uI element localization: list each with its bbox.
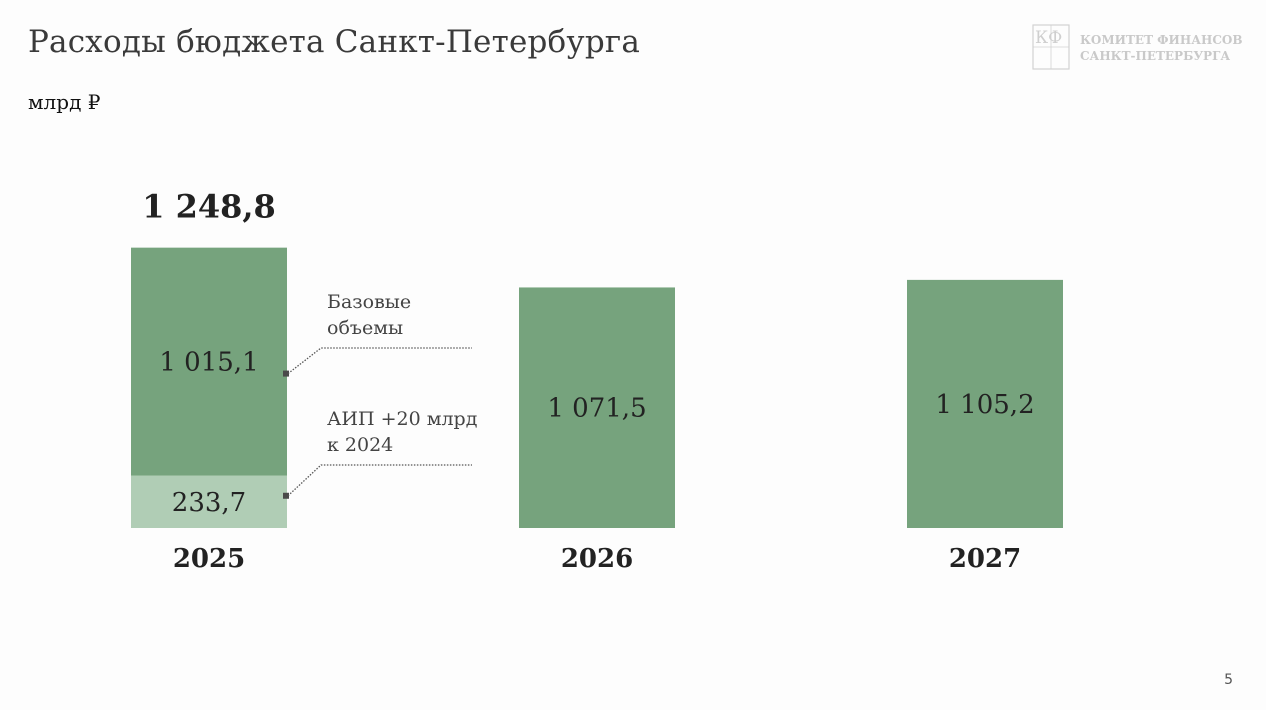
bar-base-2027 (907, 279, 1063, 528)
annotation-leader-1 (287, 464, 472, 497)
page-number: 5 (1224, 672, 1233, 688)
label-aip-2025: 233,7 (172, 488, 246, 518)
label-base-2026: 1 071,5 (547, 394, 646, 424)
annotation-text-0-1: объемы (327, 317, 403, 339)
x-tick-2027: 2027 (949, 544, 1021, 574)
annotation-text-1-1: к 2024 (327, 434, 393, 456)
label-base-2025: 1 015,1 (159, 348, 258, 378)
logo-line-1: КОМИТЕТ ФИНАНСОВ (1080, 33, 1243, 47)
total-label-2025: 1 248,8 (142, 188, 276, 226)
logo-line-2: САНКТ-ПЕТЕРБУРГА (1080, 49, 1231, 63)
annotation-leader-0 (287, 347, 472, 375)
committee-logo: КФ КОМИТЕТ ФИНАНСОВ САНКТ-ПЕТЕРБУРГА (1032, 24, 1243, 72)
unit-label: млрд ₽ (28, 90, 101, 114)
bar-base-2026 (519, 287, 675, 528)
label-base-2027: 1 105,2 (935, 390, 1034, 420)
logo-text: КОМИТЕТ ФИНАНСОВ САНКТ-ПЕТЕРБУРГА (1080, 32, 1250, 64)
annotation-marker-0 (283, 370, 289, 377)
x-tick-2026: 2026 (561, 544, 633, 574)
annotation-marker-1 (283, 492, 289, 499)
annotation-text-1-0: АИП +20 млрд (327, 408, 477, 430)
page-title: Расходы бюджета Санкт-Петербурга (28, 24, 641, 60)
x-tick-2025: 2025 (173, 544, 245, 574)
bar-base-2025 (131, 247, 287, 476)
logo-mark-icon: КФ (1032, 24, 1070, 70)
bar-aip-2025 (131, 475, 287, 528)
annotation-text-0-0: Базовые (327, 291, 411, 313)
svg-text:КФ: КФ (1035, 28, 1062, 48)
